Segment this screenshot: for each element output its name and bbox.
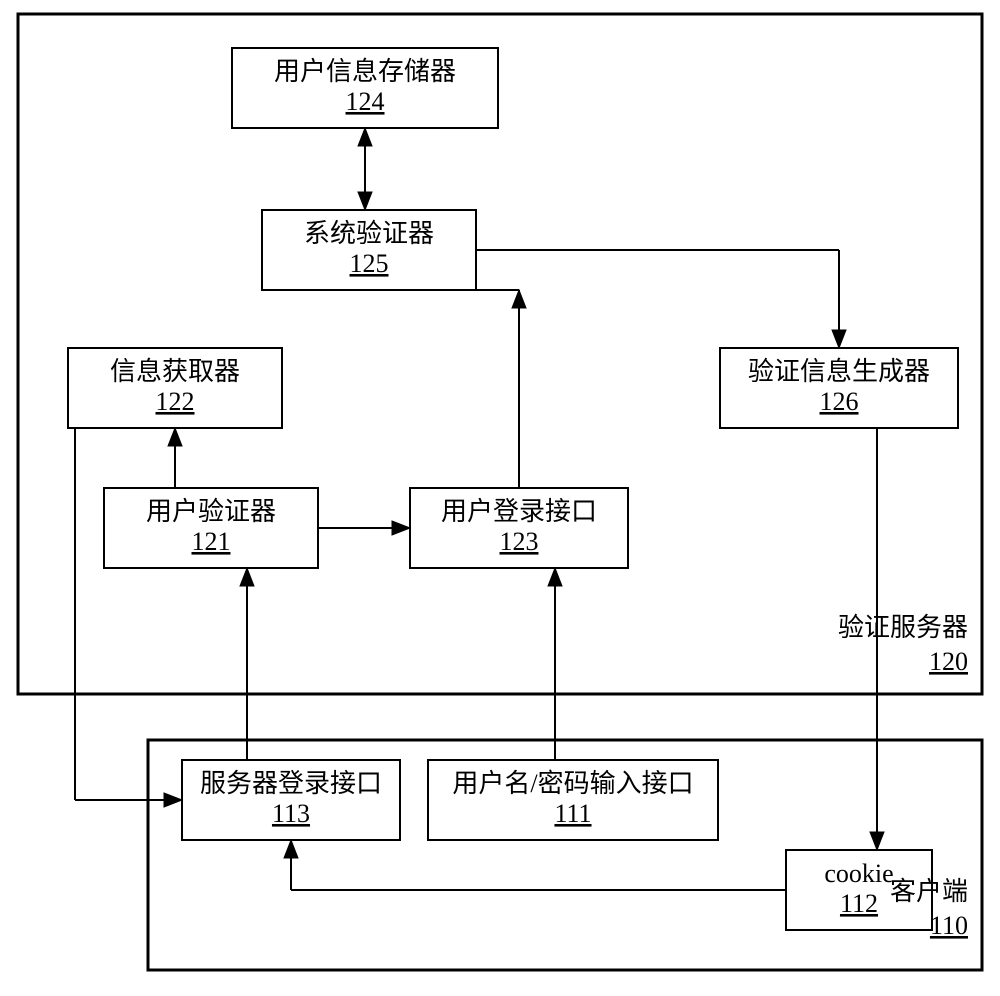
node-b121-num: 121 (192, 527, 231, 556)
node-b125-num: 125 (350, 249, 389, 278)
node-b126-num: 126 (820, 387, 859, 416)
arrow-head (284, 840, 298, 858)
node-b122-label: 信息获取器 (110, 357, 240, 386)
server-label: 验证服务器 (838, 613, 968, 642)
client-label: 客户端 (890, 877, 968, 906)
node-b123-num: 123 (500, 527, 539, 556)
node-b124-num: 124 (346, 87, 385, 116)
node-b112-num: 112 (840, 889, 878, 918)
arrow-head (512, 290, 526, 308)
client-label-num: 110 (930, 911, 968, 940)
node-b111-num: 111 (554, 799, 591, 828)
arrow-head (358, 128, 372, 146)
arrow-head (240, 568, 254, 586)
arrow-head (168, 428, 182, 446)
arrow-head (832, 330, 846, 348)
node-b125-label: 系统验证器 (304, 219, 434, 248)
node-b112-label: cookie (824, 859, 893, 888)
node-b123-label: 用户登录接口 (441, 497, 597, 526)
node-b113-num: 113 (272, 799, 310, 828)
node-b126-label: 验证信息生成器 (748, 357, 930, 386)
node-b113-label: 服务器登录接口 (200, 769, 382, 798)
arrow-head (870, 832, 884, 850)
arrow-head (164, 793, 182, 807)
node-b121-label: 用户验证器 (146, 497, 276, 526)
server-container (18, 14, 982, 694)
arrow-head (358, 192, 372, 210)
node-b111-label: 用户名/密码输入接口 (452, 769, 693, 798)
arrow-head (548, 568, 562, 586)
server-label-num: 120 (929, 647, 968, 676)
node-b124-label: 用户信息存储器 (274, 57, 456, 86)
arrow-head (392, 521, 410, 535)
node-b122-num: 122 (156, 387, 195, 416)
